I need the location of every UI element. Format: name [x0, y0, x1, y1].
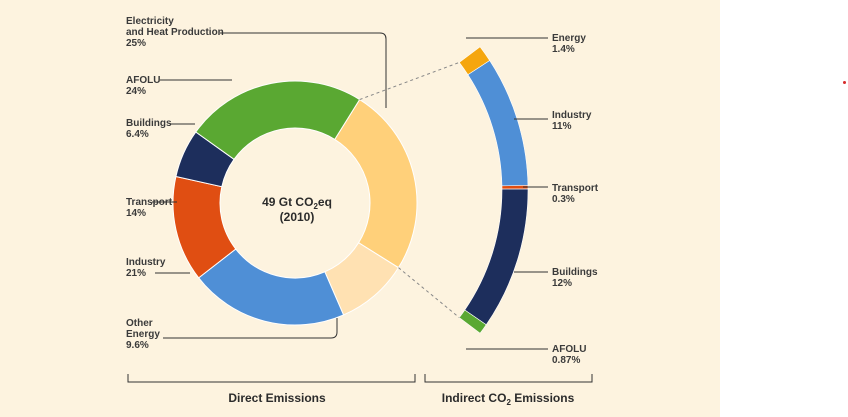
label-transport-value: 14% — [126, 208, 146, 219]
label-afolu-value: 24% — [126, 86, 146, 97]
arc-segment-industry — [467, 60, 529, 187]
chart-panel — [0, 0, 720, 417]
arc-label-transport-name: Transport — [552, 183, 599, 194]
arc-label-industry-value: 11% — [552, 121, 572, 132]
label-electricity-and-heat-production-name-1: and Heat Production — [126, 27, 224, 38]
indirect-emissions-label: Indirect CO2 Emissions — [442, 391, 575, 407]
direct-bracket — [127, 374, 416, 383]
direct-emissions-label: Direct Emissions — [228, 391, 326, 405]
label-other-energy-value: 9.6% — [126, 340, 149, 351]
arc-label-buildings-name: Buildings — [552, 267, 598, 278]
label-industry-name-0: Industry — [126, 257, 166, 268]
center-label-line1: 49 Gt CO2eq — [262, 195, 332, 211]
arc-segment-buildings — [464, 188, 529, 326]
arc-segment-afolu — [458, 309, 487, 334]
label-transport-name-0: Transport — [126, 197, 173, 208]
connector-top — [359, 61, 460, 101]
label-other-energy-name-1: Energy — [126, 329, 160, 340]
center-label-line2: (2010) — [280, 210, 315, 224]
arc-label-energy-value: 1.4% — [552, 44, 575, 55]
leader-electricity-and-heat-production — [220, 32, 387, 108]
donut-slice-afolu — [195, 80, 361, 161]
label-other-energy-name-0: Other — [126, 318, 153, 329]
arc-label-afolu-value: 0.87% — [552, 355, 580, 366]
label-electricity-and-heat-production-value: 25% — [126, 38, 146, 49]
label-afolu-name-0: AFOLU — [126, 75, 160, 86]
leader-other-energy — [163, 318, 338, 339]
connector-bottom — [398, 267, 460, 318]
label-electricity-and-heat-production-name-0: Electricity — [126, 16, 174, 27]
arc-label-transport-value: 0.3% — [552, 194, 575, 205]
indirect-bracket — [424, 374, 593, 383]
label-buildings-value: 6.4% — [126, 129, 149, 140]
marker-dot — [843, 81, 846, 84]
label-industry-value: 21% — [126, 268, 146, 279]
direct-donut — [172, 80, 418, 326]
arc-label-industry-name: Industry — [552, 110, 592, 121]
arc-label-afolu-name: AFOLU — [552, 344, 586, 355]
label-buildings-name-0: Buildings — [126, 118, 172, 129]
donut-slice-electricity-and-heat-production — [334, 98, 418, 269]
arc-label-buildings-value: 12% — [552, 278, 572, 289]
arc-label-energy-name: Energy — [552, 33, 586, 44]
